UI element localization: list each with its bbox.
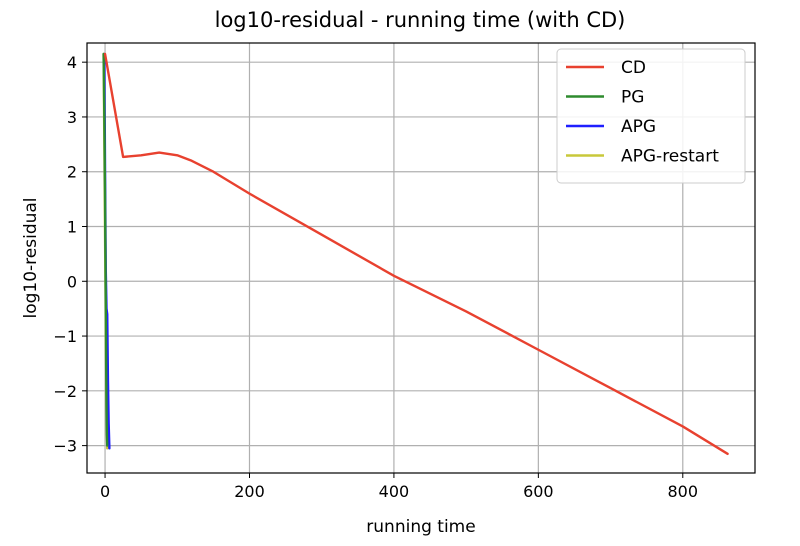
legend: CD PG APG APG-restart xyxy=(556,48,746,184)
legend-label: APG-restart xyxy=(621,147,719,167)
x-tick-label: 0 xyxy=(100,482,110,501)
plot-frame xyxy=(86,42,756,474)
y-tick-label: −2 xyxy=(53,382,77,401)
series-line-cd xyxy=(103,52,729,456)
x-tick-label: 400 xyxy=(379,482,410,501)
legend-label: CD xyxy=(621,58,646,78)
x-tick-label: 800 xyxy=(668,482,699,501)
x-tick-label: 200 xyxy=(234,482,265,501)
y-axis-label: log10-residual xyxy=(21,197,41,318)
x-tick-label: 600 xyxy=(523,482,554,501)
y-tick-label: 2 xyxy=(67,163,77,182)
series-line-pg xyxy=(102,52,109,447)
y-tick-label: −3 xyxy=(53,437,77,456)
y-tick-label: 1 xyxy=(67,218,77,237)
series-layer xyxy=(102,52,729,456)
y-tick-label: 4 xyxy=(67,53,77,72)
y-tick-label: 0 xyxy=(67,272,77,291)
legend-box xyxy=(556,48,746,184)
x-axis-label: running time xyxy=(366,517,475,537)
y-tick-label: −1 xyxy=(53,327,77,346)
tick-layer: 0 200 400 600 800 4 3 2 1 0 −1 −2 −3 xyxy=(53,53,698,501)
legend-label: PG xyxy=(621,88,644,108)
chart-title: log10-residual - running time (with CD) xyxy=(215,8,626,32)
y-tick-label: 3 xyxy=(67,108,77,127)
grid xyxy=(87,43,755,473)
legend-label: APG xyxy=(621,117,656,137)
